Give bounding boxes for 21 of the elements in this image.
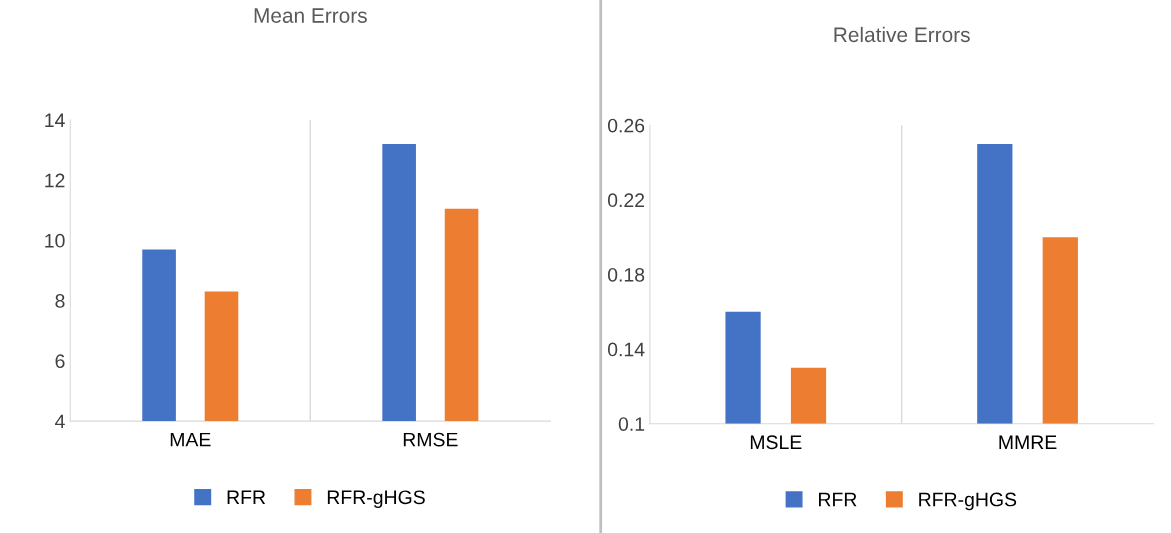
x-tick-label: MSLE [750,435,802,450]
x-tick-label: MMRE [999,435,1057,449]
legend-label: RFR [227,490,266,504]
legend-label: RFR-gHGS [327,490,425,508]
y-tick-label: 0.22 [607,193,645,208]
y-tick-label: 0.14 [607,342,645,357]
y-tick-label: 6 [55,354,65,369]
x-tick-label: MAE [170,432,211,447]
y-tick-label: 14 [45,113,65,127]
x-tick-label: RMSE [403,432,458,447]
y-tick-label: 4 [55,414,65,429]
y-tick-label: 0.1 [618,417,645,431]
legend-label: RFR [819,492,857,507]
y-tick-label: 0.18 [607,267,645,282]
y-tick-label: 0.26 [607,118,645,133]
chart-title: Relative Errors [834,26,970,43]
legend-label: RFR-gHGS [919,492,1017,511]
y-tick-label: 10 [45,233,65,248]
y-tick-label: 8 [55,294,65,308]
y-tick-label: 12 [45,173,65,188]
chart-title: Mean Errors [254,8,367,23]
